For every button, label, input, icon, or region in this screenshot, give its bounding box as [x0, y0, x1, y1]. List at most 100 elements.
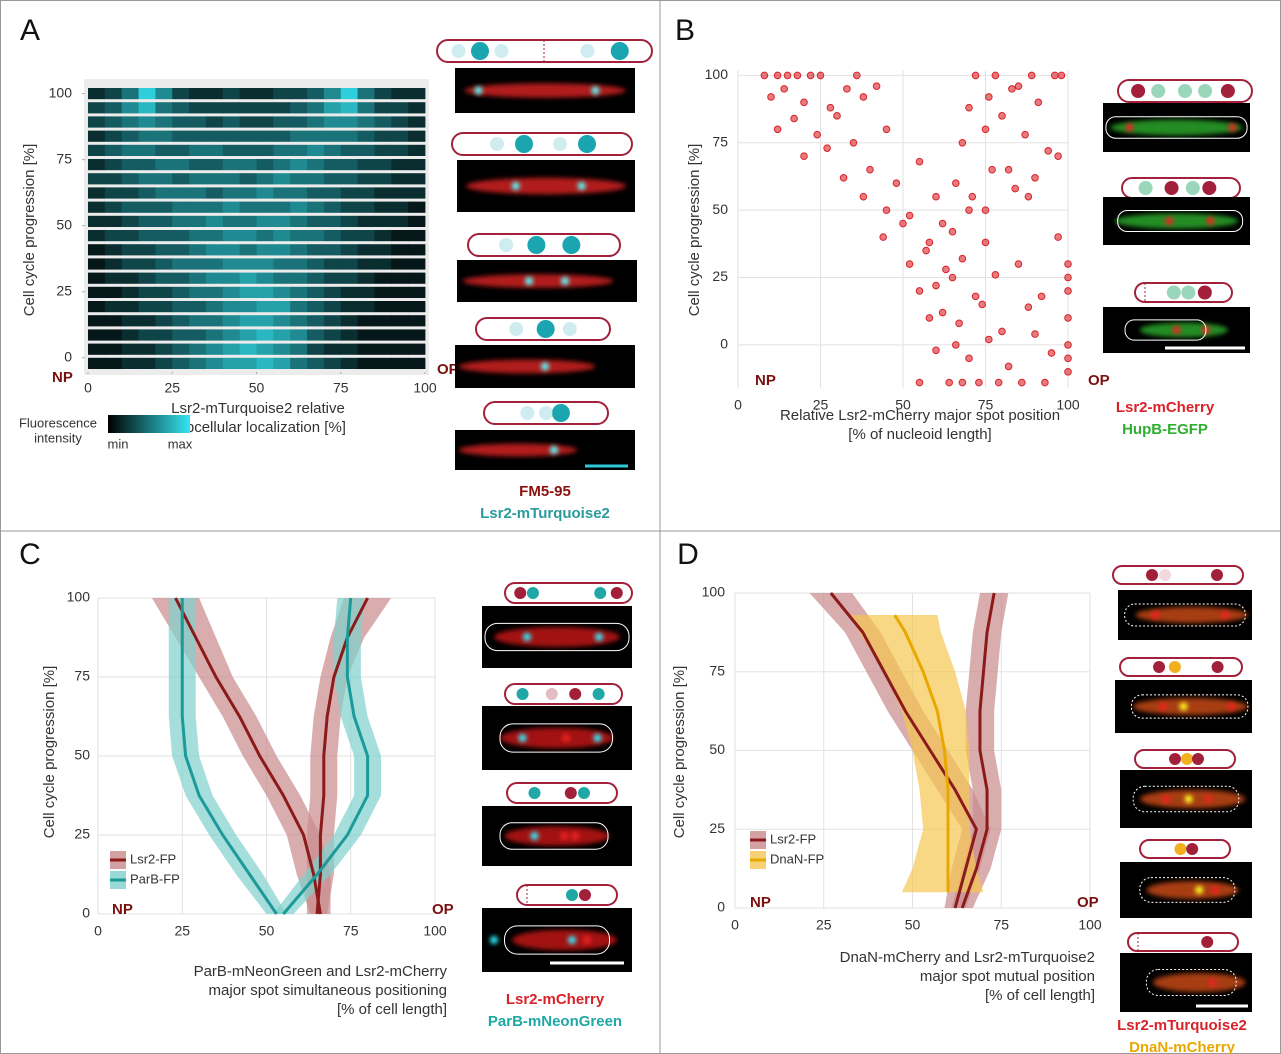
heatmap-cell: [290, 287, 307, 298]
x-tick-label: 0: [94, 923, 102, 939]
micrograph-signal: [1153, 973, 1245, 992]
scatter-point: [784, 72, 791, 79]
heatmap-cell: [88, 358, 105, 369]
heatmap-cell: [155, 273, 172, 284]
heatmap-cell: [374, 173, 391, 184]
scatter-point: [982, 126, 989, 133]
heatmap-cell: [88, 244, 105, 255]
heatmap-cell: [172, 258, 189, 269]
heatmap-cell: [358, 187, 375, 198]
scatter-point: [1025, 193, 1032, 200]
scatter-point: [1009, 86, 1016, 93]
heatmap-cell: [307, 131, 324, 142]
heatmap-cell: [189, 187, 206, 198]
heatmap-cell: [139, 88, 156, 99]
y-tick-label: 0: [720, 336, 728, 352]
heatmap-cell: [105, 202, 122, 213]
heatmap-cell: [374, 102, 391, 113]
heatmap-cell: [223, 244, 240, 255]
heatmap-cell: [105, 216, 122, 227]
scatter-point: [966, 104, 973, 111]
scatter-point: [1022, 131, 1029, 138]
heatmap-cell: [105, 173, 122, 184]
scatter-point: [939, 220, 946, 227]
heatmap-cell: [324, 329, 341, 340]
micrograph-spot: [1152, 611, 1160, 619]
heatmap-cell: [391, 273, 408, 284]
cartoon-spot: [1146, 569, 1158, 581]
scatter-point: [850, 139, 857, 146]
heatmap-cell: [358, 315, 375, 326]
x-tick-label: 100: [413, 380, 437, 396]
heatmap-cell: [391, 344, 408, 355]
heatmap-cell: [172, 358, 189, 369]
heatmap-cell: [290, 230, 307, 241]
heatmap-cell: [257, 202, 274, 213]
heatmap-cell: [172, 102, 189, 113]
x-axis-title: major spot mutual position: [920, 968, 1095, 985]
heatmap-cell: [206, 344, 223, 355]
heatmap-cell: [88, 202, 105, 213]
cartoon-spot: [529, 787, 541, 799]
stain-label: DnaN-mCherry: [1129, 1039, 1236, 1054]
heatmap-cell: [324, 315, 341, 326]
y-tick-label: 100: [705, 66, 729, 82]
heatmap-cell: [105, 116, 122, 127]
cartoon-spot: [611, 42, 629, 60]
heatmap-cell: [307, 102, 324, 113]
micrograph-spot: [541, 363, 549, 371]
heatmap-cell: [324, 131, 341, 142]
heatmap-cell: [240, 88, 257, 99]
heatmap-cell: [290, 131, 307, 142]
heatmap-cell: [155, 159, 172, 170]
y-tick-label: 25: [56, 282, 72, 298]
heatmap-cell: [122, 315, 139, 326]
heatmap-cell: [189, 315, 206, 326]
scatter-point: [1045, 148, 1052, 155]
scatter-point: [873, 83, 880, 90]
scatter-point: [933, 282, 940, 289]
heatmap-cell: [155, 187, 172, 198]
scatter-point: [791, 115, 798, 122]
scatter-point: [989, 166, 996, 173]
heatmap-cell: [408, 88, 425, 99]
heatmap-cell: [408, 173, 425, 184]
heatmap-cell: [155, 287, 172, 298]
micrograph-spot: [591, 87, 599, 95]
micrograph-spot: [568, 936, 576, 944]
micrograph-spot: [1208, 979, 1216, 987]
x-tick-label: 50: [249, 380, 265, 396]
heatmap-cell: [257, 315, 274, 326]
heatmap-cell: [290, 301, 307, 312]
heatmap-cell: [189, 145, 206, 156]
heatmap-cell: [122, 88, 139, 99]
cartoon-spot: [581, 44, 595, 58]
scatter-point: [953, 180, 960, 187]
heatmap-cell: [391, 230, 408, 241]
micrograph-signal: [464, 83, 626, 97]
heatmap-cell: [358, 344, 375, 355]
heatmap-cell: [290, 187, 307, 198]
heatmap-cell: [290, 358, 307, 369]
heatmap-cell: [257, 287, 274, 298]
heatmap-cell: [374, 344, 391, 355]
micrograph-signal: [1146, 881, 1238, 899]
x-tick-label: 50: [905, 917, 921, 933]
heatmap-cell: [341, 301, 358, 312]
cartoon-spot: [1151, 84, 1165, 98]
heatmap-cell: [391, 358, 408, 369]
heatmap-cell: [290, 116, 307, 127]
x-tick-label: 25: [174, 923, 190, 939]
scatter-point: [949, 274, 956, 281]
heatmap-cell: [408, 358, 425, 369]
cartoon-spot: [490, 137, 504, 151]
heatmap-cell: [172, 230, 189, 241]
heatmap-cell: [155, 315, 172, 326]
heatmap-cell: [358, 145, 375, 156]
y-tick-label: 0: [82, 905, 90, 921]
heatmap-cell: [341, 116, 358, 127]
heatmap-cell: [155, 358, 172, 369]
heatmap-cell: [240, 287, 257, 298]
heatmap-cell: [206, 116, 223, 127]
micrograph-signal: [459, 444, 578, 457]
